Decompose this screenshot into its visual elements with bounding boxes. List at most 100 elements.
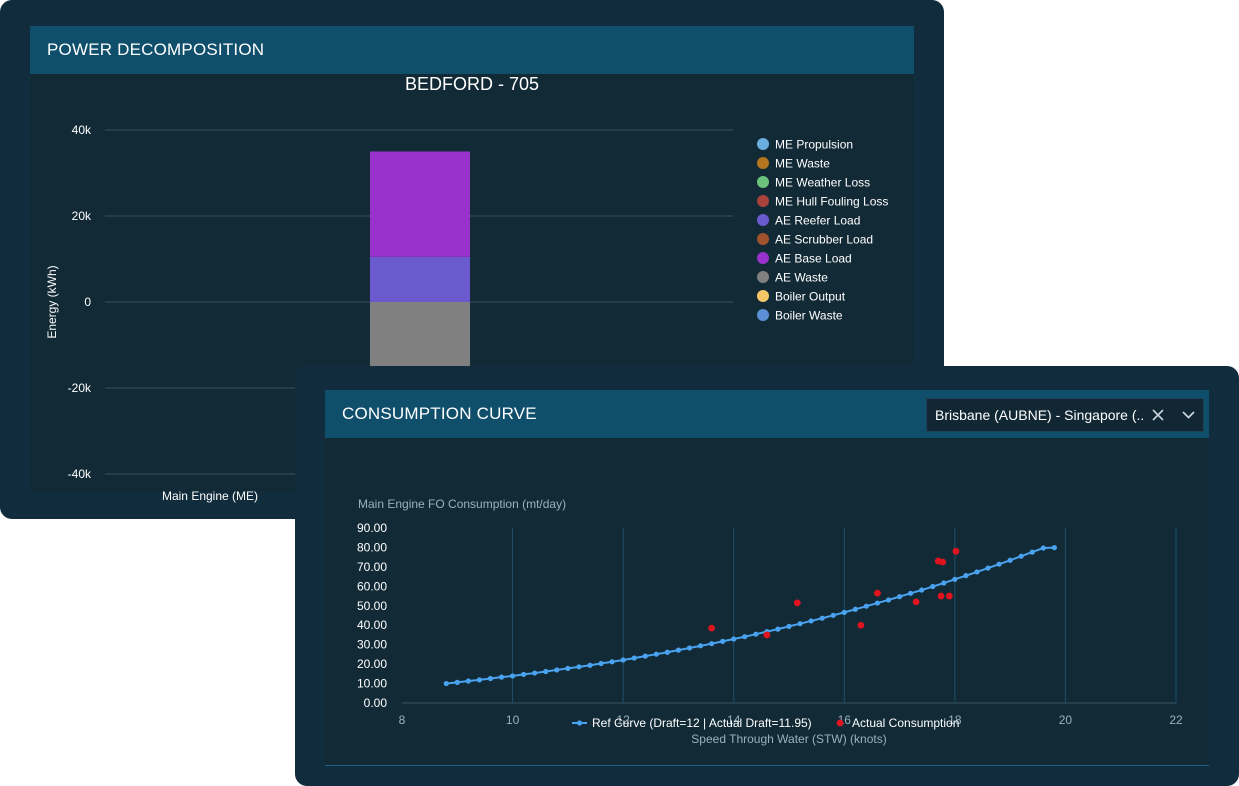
x-tick-label: 8 bbox=[399, 713, 406, 727]
ref-curve-point bbox=[819, 615, 825, 621]
ref-curve-point bbox=[609, 659, 615, 665]
ref-curve-point bbox=[642, 653, 648, 659]
ref-curve-point bbox=[742, 634, 748, 640]
chevron-down-icon[interactable] bbox=[1173, 399, 1203, 431]
consumption-curve-panel: CONSUMPTION CURVE Brisbane (AUBNE) - Sin… bbox=[325, 390, 1209, 766]
chart-title: Main Engine FO Consumption (mt/day) bbox=[358, 497, 566, 511]
legend-marker bbox=[757, 176, 769, 188]
ref-curve-point bbox=[941, 580, 947, 586]
legend-marker bbox=[757, 290, 769, 302]
route-select-value: Brisbane (AUBNE) - Singapore (... bbox=[935, 407, 1143, 423]
y-tick-label: 70.00 bbox=[357, 560, 387, 574]
ref-curve-point bbox=[753, 631, 759, 637]
ref-curve-point bbox=[620, 657, 626, 663]
ref-curve-point bbox=[1029, 549, 1035, 555]
legend-label: ME Waste bbox=[775, 157, 830, 171]
legend-marker bbox=[757, 138, 769, 150]
legend-marker bbox=[576, 720, 583, 726]
ref-curve-point bbox=[830, 612, 836, 618]
ref-curve-point bbox=[919, 587, 925, 593]
actual-consumption-point bbox=[952, 547, 960, 555]
legend-label: Boiler Waste bbox=[775, 309, 843, 323]
legend-marker bbox=[757, 214, 769, 226]
legend-marker bbox=[757, 309, 769, 321]
legend-marker bbox=[757, 157, 769, 169]
legend-label: Ref Curve (Draft=12 | Actual Draft=11.95… bbox=[592, 716, 812, 730]
chevron-down-icon-shape bbox=[1181, 411, 1195, 419]
ref-curve-point bbox=[863, 603, 870, 609]
ref-curve-point bbox=[565, 665, 571, 671]
y-tick-label: -20k bbox=[68, 381, 92, 395]
ref-curve-point bbox=[487, 675, 494, 682]
ref-curve-point bbox=[841, 609, 847, 615]
x-tick-label: 14 bbox=[727, 713, 741, 727]
ref-curve-point bbox=[664, 649, 670, 655]
ref-curve-point bbox=[598, 660, 604, 667]
y-tick-label: 0.00 bbox=[364, 696, 388, 710]
ref-curve-point bbox=[587, 662, 593, 668]
ref-curve-point bbox=[908, 590, 914, 596]
y-tick-label: -40k bbox=[68, 467, 92, 481]
ref-curve-point bbox=[498, 674, 505, 680]
ref-curve-point bbox=[930, 583, 936, 590]
ref-curve-point bbox=[476, 677, 482, 683]
ref-curve-point bbox=[731, 636, 737, 642]
consumption-curve-card: CONSUMPTION CURVE Brisbane (AUBNE) - Sin… bbox=[295, 366, 1239, 786]
ref-curve-point bbox=[465, 678, 471, 684]
legend-label: ME Propulsion bbox=[775, 138, 853, 152]
legend-marker bbox=[757, 252, 769, 264]
bar-segment bbox=[370, 256, 470, 302]
ref-curve-point bbox=[653, 651, 659, 657]
clear-icon[interactable] bbox=[1143, 399, 1173, 431]
ref-curve-point bbox=[1007, 557, 1013, 563]
ref-curve-point bbox=[554, 667, 560, 673]
panel-title: CONSUMPTION CURVE bbox=[342, 404, 537, 423]
legend-marker bbox=[757, 195, 769, 207]
ref-curve-line bbox=[446, 546, 1055, 685]
legend-label: ME Hull Fouling Loss bbox=[775, 195, 888, 209]
ref-curve-point bbox=[631, 655, 637, 661]
y-tick-label: 80.00 bbox=[357, 540, 387, 554]
legend-label: ME Weather Loss bbox=[775, 176, 870, 190]
y-tick-label: 10.00 bbox=[357, 677, 387, 691]
y-tick-label: 90.00 bbox=[357, 521, 387, 535]
ref-curve-point bbox=[521, 671, 527, 678]
bar-segment bbox=[370, 151, 470, 257]
actual-consumption-point bbox=[874, 589, 881, 597]
y-tick-label: 60.00 bbox=[357, 579, 387, 593]
ref-curve-point bbox=[786, 623, 792, 629]
route-select[interactable]: Brisbane (AUBNE) - Singapore (... bbox=[926, 398, 1204, 432]
ref-curve-point bbox=[509, 673, 516, 679]
ref-curve-point bbox=[709, 641, 715, 647]
y-tick-label: 0 bbox=[84, 295, 91, 309]
ref-curve-point bbox=[443, 680, 449, 687]
ref-curve-point bbox=[996, 561, 1002, 567]
ref-curve-point bbox=[675, 647, 682, 653]
y-tick-label: 20.00 bbox=[357, 657, 387, 671]
power-decomposition-header: POWER DECOMPOSITION bbox=[30, 26, 914, 74]
legend-marker bbox=[757, 271, 769, 283]
actual-consumption-point bbox=[793, 599, 801, 607]
ref-curve-point bbox=[1051, 545, 1057, 551]
y-tick-label: 50.00 bbox=[357, 599, 387, 613]
consumption-curve-chart: Main Engine FO Consumption (mt/day) 8 10 12… bbox=[357, 497, 1183, 746]
ref-curve-point bbox=[952, 576, 958, 582]
ref-curve-point bbox=[808, 618, 814, 624]
ref-curve-point bbox=[797, 621, 803, 627]
actual-consumption-point bbox=[912, 598, 920, 606]
ref-curve-point bbox=[775, 626, 781, 632]
ref-curve-point bbox=[697, 643, 704, 649]
consumption-curve-header: CONSUMPTION CURVE Brisbane (AUBNE) - Sin… bbox=[325, 390, 1209, 438]
ref-curve-point bbox=[532, 670, 538, 676]
ref-curve-point bbox=[852, 606, 858, 612]
y-tick-label: 20k bbox=[72, 209, 92, 223]
x-tick-label: Main Engine (ME) bbox=[162, 489, 258, 503]
x-axis-label: Speed Through Water (STW) (knots) bbox=[691, 732, 886, 746]
ref-curve-point bbox=[974, 569, 980, 575]
legend-label: AE Waste bbox=[775, 271, 828, 285]
ref-curve-point bbox=[1040, 545, 1046, 551]
legend-label: AE Reefer Load bbox=[775, 214, 860, 228]
panel-title: POWER DECOMPOSITION bbox=[47, 40, 265, 59]
legend-label: AE Base Load bbox=[775, 252, 852, 266]
ref-curve-point bbox=[454, 679, 460, 685]
